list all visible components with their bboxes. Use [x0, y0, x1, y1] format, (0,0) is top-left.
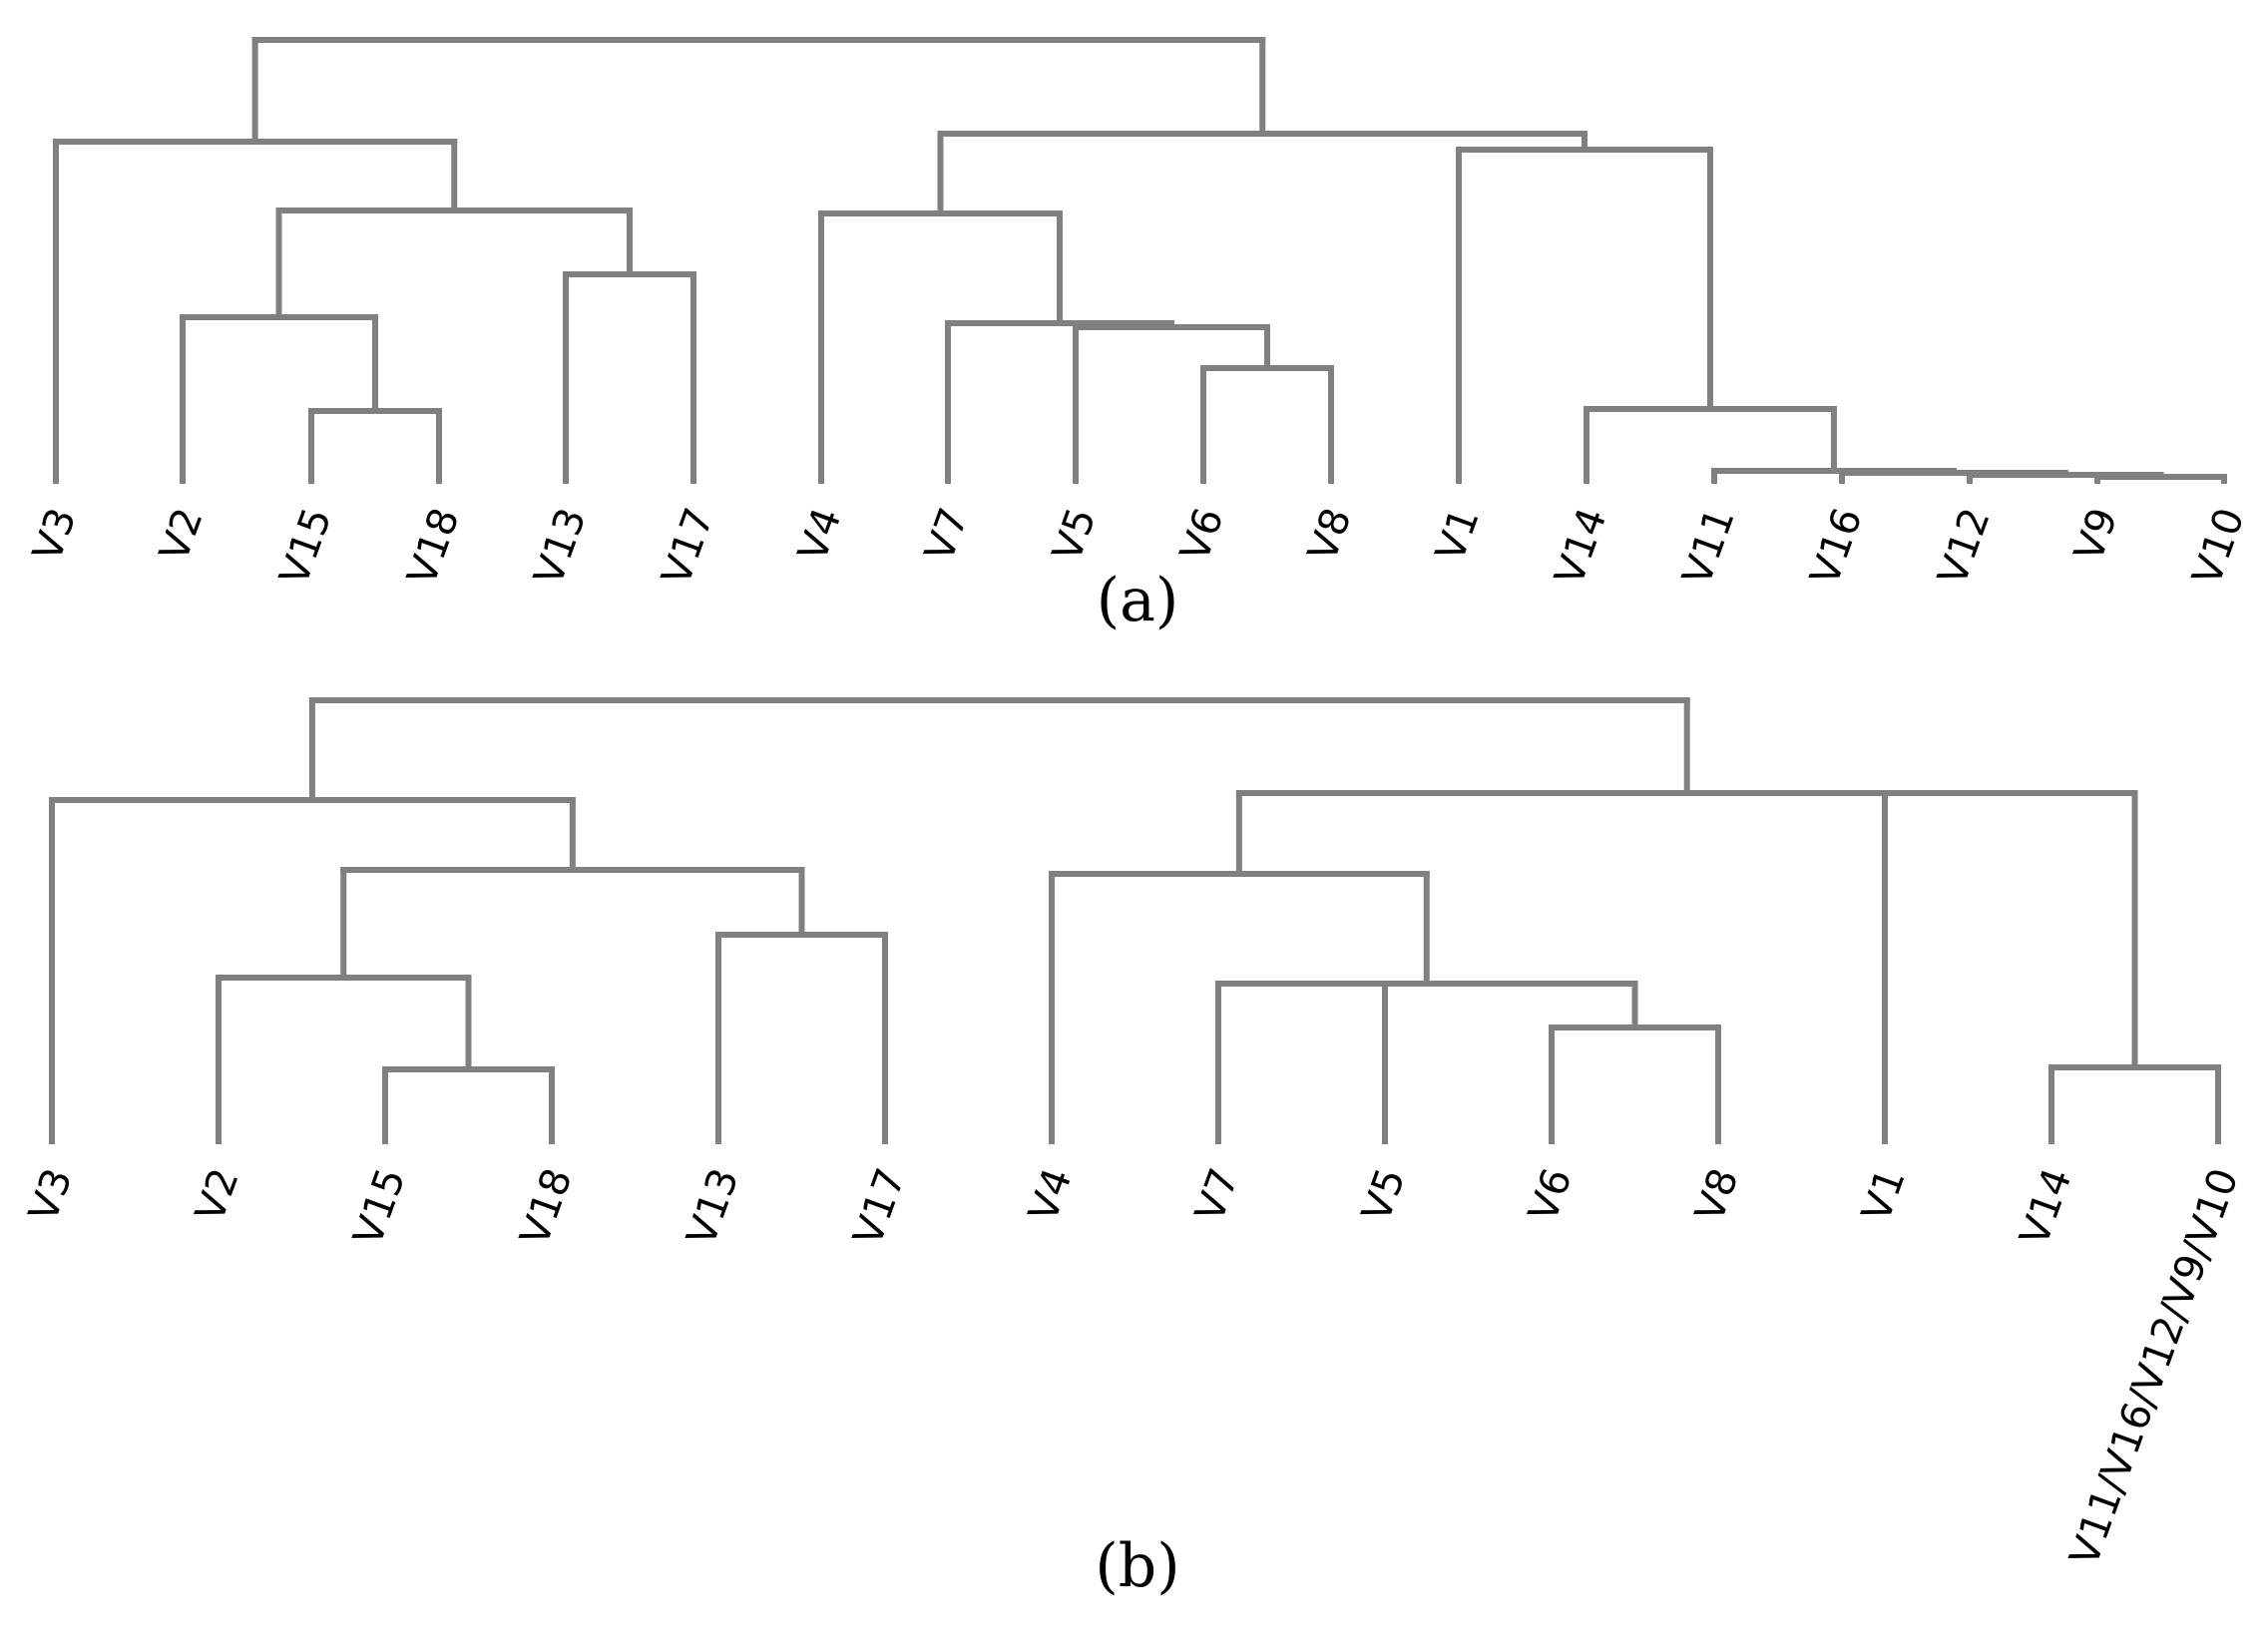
panel-a-leaf-label: V12	[1930, 502, 2000, 591]
panel-a-leaf-label: V8	[1299, 502, 1360, 567]
panel-b-leaf-label: V2	[187, 1162, 247, 1227]
panel-a-leaf-label: V2	[151, 502, 212, 567]
dendrogram-panel-b: V3 V2 V15 V18 V13 V17 V4 V7 V5 V6 V8 V1 V14V11/V16/V…	[20, 697, 2248, 1601]
panel-a-leaf-label: V18	[399, 502, 469, 591]
dendrogram-b-branches	[49, 697, 2221, 1144]
dendrogram-panel-a: V3 V2 V15 V18 V13 V17 V4 V7 V5 V6 V8 V1 V14 V11 V16 V12…	[24, 37, 2254, 635]
panel-b-leaf-label: V1	[1853, 1162, 1914, 1227]
panel-a-leaf-label: V5	[1044, 502, 1105, 567]
panel-a-leaf-label: V9	[2065, 502, 2126, 567]
panel-a-leaf-label: V14	[1547, 502, 1616, 591]
panel-b-leaf-label: V17	[845, 1162, 915, 1251]
panel-b-leaf-label: V3	[20, 1162, 81, 1227]
panel-a-caption: (a)	[1097, 566, 1179, 635]
panel-b-leaf-label: V6	[1520, 1162, 1581, 1227]
panel-b-leaf-label: V5	[1353, 1162, 1414, 1227]
panel-a-leaf-label: V10	[2184, 502, 2254, 591]
dendrogram-a-branches	[53, 37, 2227, 484]
panel-a-leaf-label: V13	[526, 502, 596, 591]
panel-a-leaf-label: V16	[1802, 502, 1872, 591]
panel-a-leaf-label: V17	[654, 502, 723, 591]
panel-b-leaf-label: V8	[1686, 1162, 1747, 1227]
dendrogram-b-leaf-labels: V3 V2 V15 V18 V13 V17 V4 V7 V5 V6 V8 V1 V14V11/V16/V…	[20, 1162, 2247, 1571]
panel-a-leaf-label: V1	[1427, 502, 1488, 567]
panel-b-leaf-label: V11/V16/V12/V9/V10	[2061, 1162, 2248, 1571]
panel-a-leaf-label: V15	[271, 502, 341, 591]
panel-b-leaf-label: V13	[679, 1162, 748, 1251]
panel-b-leaf-label: V7	[1186, 1162, 1247, 1227]
panel-a-leaf-label: V4	[789, 502, 850, 567]
panel-a-leaf-label: V7	[916, 502, 977, 567]
panel-b-leaf-label: V18	[512, 1162, 582, 1251]
panel-b-leaf-label: V15	[345, 1162, 415, 1251]
panel-b-caption: (b)	[1095, 1531, 1179, 1601]
panel-a-leaf-label: V11	[1674, 502, 1744, 591]
panel-b-leaf-label: V14	[2012, 1162, 2081, 1251]
panel-a-leaf-label: V3	[24, 502, 85, 567]
panel-a-leaf-label: V6	[1171, 502, 1232, 567]
panel-b-leaf-label: V4	[1020, 1162, 1081, 1227]
